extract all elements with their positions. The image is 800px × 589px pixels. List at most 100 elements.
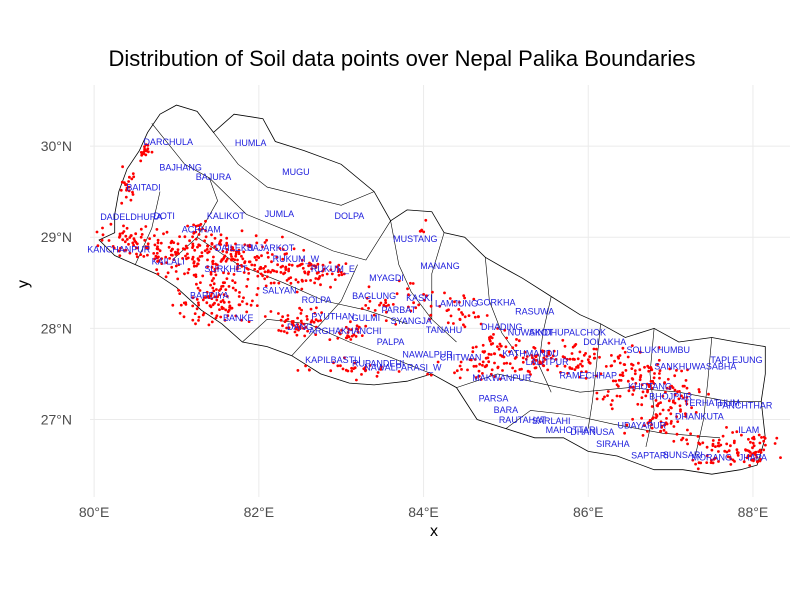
soil-data-point <box>508 362 512 365</box>
soil-data-point <box>262 267 265 270</box>
soil-data-point <box>455 369 459 373</box>
soil-data-point <box>301 279 304 283</box>
soil-data-point <box>617 385 620 388</box>
soil-data-point <box>305 315 309 318</box>
soil-data-point <box>197 315 201 319</box>
district-label: NAWALPARASI_W <box>364 362 442 372</box>
soil-data-point <box>458 300 461 304</box>
soil-data-point <box>203 296 207 299</box>
soil-data-point <box>279 318 283 322</box>
soil-data-point <box>153 234 156 238</box>
soil-data-point <box>637 361 640 365</box>
soil-data-point <box>122 230 126 233</box>
soil-data-point <box>233 281 237 284</box>
soil-data-point <box>684 399 688 403</box>
soil-data-point <box>511 366 514 370</box>
soil-data-point <box>429 313 433 317</box>
soil-data-point <box>667 408 671 412</box>
soil-data-point <box>678 404 682 408</box>
soil-data-point <box>505 361 509 365</box>
soil-data-point <box>119 188 123 192</box>
soil-data-point <box>177 263 181 266</box>
soil-data-point <box>714 445 717 448</box>
soil-data-point <box>373 309 377 312</box>
soil-data-point <box>263 315 267 318</box>
soil-data-point <box>159 241 163 245</box>
soil-data-point <box>626 355 630 359</box>
soil-data-point <box>135 252 138 256</box>
soil-data-point <box>217 293 221 296</box>
soil-data-point <box>645 382 649 386</box>
soil-data-point <box>773 442 777 445</box>
soil-data-point <box>231 279 235 282</box>
soil-data-point <box>300 287 304 291</box>
soil-data-point <box>203 239 207 243</box>
district-boundary-line <box>135 191 161 265</box>
soil-data-point <box>309 279 312 282</box>
soil-data-point <box>563 364 567 368</box>
soil-data-point <box>675 369 678 372</box>
soil-data-point <box>314 277 318 280</box>
soil-data-point <box>665 386 669 390</box>
soil-data-point <box>124 195 128 199</box>
soil-data-point <box>581 364 584 368</box>
soil-data-point <box>234 252 238 256</box>
soil-data-point <box>547 349 551 353</box>
soil-data-point <box>131 241 135 245</box>
soil-data-point <box>701 441 705 445</box>
soil-data-point <box>197 233 201 236</box>
soil-data-point <box>234 250 238 254</box>
soil-data-point <box>253 268 257 271</box>
district-boundary-line <box>291 264 358 356</box>
soil-data-point <box>508 350 511 354</box>
district-boundary-line <box>431 232 457 343</box>
soil-data-point <box>281 324 284 328</box>
soil-data-point <box>711 442 715 446</box>
soil-data-point <box>294 278 298 282</box>
x-tick-label: 84°E <box>408 504 439 520</box>
soil-data-point <box>216 266 220 270</box>
soil-data-point <box>205 290 209 294</box>
soil-data-point <box>555 364 559 368</box>
district-label: DOTI <box>153 211 175 221</box>
soil-data-point <box>425 294 429 298</box>
soil-data-point <box>210 279 214 283</box>
soil-data-point <box>616 355 620 359</box>
district-boundary-line <box>390 220 433 320</box>
soil-data-point <box>588 361 592 365</box>
soil-data-point <box>127 242 130 246</box>
soil-data-point <box>292 247 296 251</box>
district-boundary-line <box>587 323 601 429</box>
soil-data-point <box>438 304 442 308</box>
soil-data-point <box>474 345 478 349</box>
soil-data-point <box>174 264 178 268</box>
soil-data-point <box>636 402 640 406</box>
soil-data-point <box>299 319 303 323</box>
soil-data-point <box>666 377 670 381</box>
soil-data-point <box>481 343 485 347</box>
soil-data-point <box>285 331 289 335</box>
soil-data-point <box>360 334 364 337</box>
y-axis-title: y <box>15 280 32 288</box>
soil-data-point <box>488 338 491 341</box>
soil-data-point <box>197 301 200 305</box>
soil-data-point <box>632 388 636 392</box>
soil-data-point <box>436 360 440 364</box>
soil-data-point <box>241 300 244 303</box>
soil-data-point <box>723 449 727 453</box>
soil-data-point <box>251 299 254 303</box>
soil-data-point <box>364 368 368 372</box>
soil-data-point <box>204 219 207 223</box>
soil-data-point <box>156 272 160 276</box>
soil-data-point <box>197 303 201 307</box>
soil-data-point <box>205 301 209 305</box>
soil-data-point <box>481 372 484 375</box>
soil-data-point <box>139 235 143 239</box>
soil-data-point <box>747 437 750 441</box>
soil-data-point <box>192 231 196 235</box>
district-label: MAKWANPUR <box>472 373 532 383</box>
soil-data-point <box>705 445 709 449</box>
soil-data-point <box>749 454 752 458</box>
soil-data-point <box>191 296 195 300</box>
